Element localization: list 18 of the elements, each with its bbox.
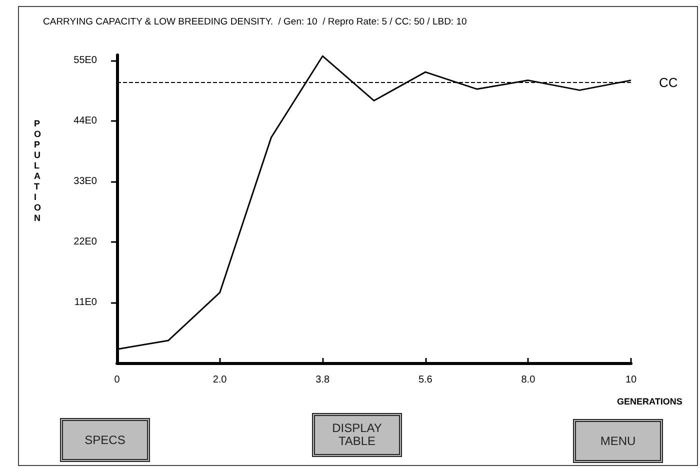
y-tick-label: 22E0 bbox=[74, 236, 98, 248]
y-tick-label: 55E0 bbox=[74, 55, 98, 66]
x-tick-label: 3.8 bbox=[316, 374, 330, 386]
x-tick-label: 2.0 bbox=[212, 374, 228, 386]
x-tick-label: 10 bbox=[625, 374, 637, 386]
ref-line-label: CC bbox=[659, 75, 678, 90]
y-tick-label: 44E0 bbox=[74, 116, 98, 126]
button: SPECS bbox=[60, 418, 150, 462]
button: MENU bbox=[573, 419, 663, 463]
x-tick-label: 8.0 bbox=[521, 374, 536, 386]
y-tick-label: 11E0 bbox=[74, 297, 98, 308]
x-axis-title: GENERATIONS bbox=[617, 396, 682, 406]
button: DISPLAY TABLE bbox=[312, 413, 402, 457]
text: POPULATION bbox=[34, 118, 42, 223]
chart-title: CARRYING CAPACITY & LOW BREEDING DENSITY. / Gen: 10 / Repro Rate: 5 / CC: 50 / LBD: 10 bbox=[43, 16, 467, 28]
x-tick-label: 5.6 bbox=[418, 374, 433, 386]
y-tick-label: 33E0 bbox=[74, 176, 98, 187]
x-tick-label: 0 bbox=[114, 374, 120, 386]
